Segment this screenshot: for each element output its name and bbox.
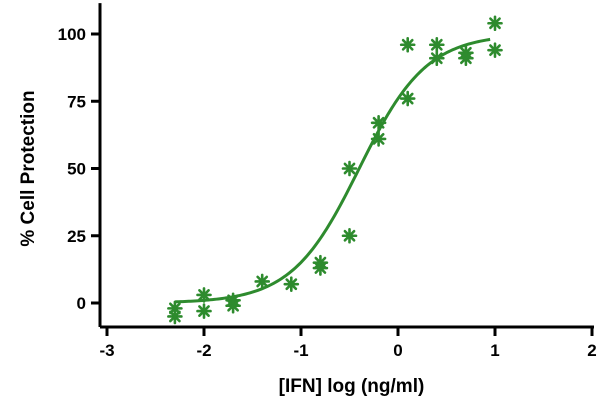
y-tick-label: 75 — [67, 92, 86, 111]
data-point — [487, 15, 503, 32]
data-point — [399, 90, 416, 107]
y-tick-label: 25 — [67, 227, 86, 246]
x-tick-label: -2 — [196, 341, 211, 360]
x-axis-title: [IFN] log (ng/ml) — [279, 376, 425, 397]
data-point — [254, 273, 271, 290]
fit-curve — [174, 37, 491, 304]
data-point — [428, 50, 445, 67]
x-tick-label: 1 — [490, 341, 499, 360]
x-tick-label: -1 — [293, 341, 308, 360]
data-point — [370, 131, 387, 147]
axes: 0 25 50 75 100 -3 -2 -1 0 1 2 — [58, 3, 597, 360]
x-tick-label: 0 — [393, 341, 402, 360]
y-axis-title: % Cell Protection — [18, 90, 39, 246]
data-point — [283, 276, 300, 292]
fit-curve-layer — [174, 37, 491, 304]
data-point — [487, 42, 503, 58]
y-tick-label: 100 — [58, 25, 86, 44]
data-point — [196, 303, 212, 319]
data-point — [399, 36, 416, 53]
data-point — [458, 50, 474, 67]
data-points-layer — [167, 15, 503, 325]
data-point — [341, 160, 358, 177]
data-point — [428, 36, 445, 53]
data-point — [341, 227, 358, 244]
y-tick-label: 0 — [77, 294, 86, 313]
data-point — [370, 114, 387, 131]
data-point — [196, 287, 212, 303]
x-tick-label: 2 — [587, 341, 596, 360]
x-tick-label: -3 — [99, 341, 114, 360]
data-point — [167, 308, 183, 325]
data-point — [225, 297, 241, 314]
data-point — [312, 260, 329, 276]
y-tick-label: 50 — [67, 160, 86, 179]
